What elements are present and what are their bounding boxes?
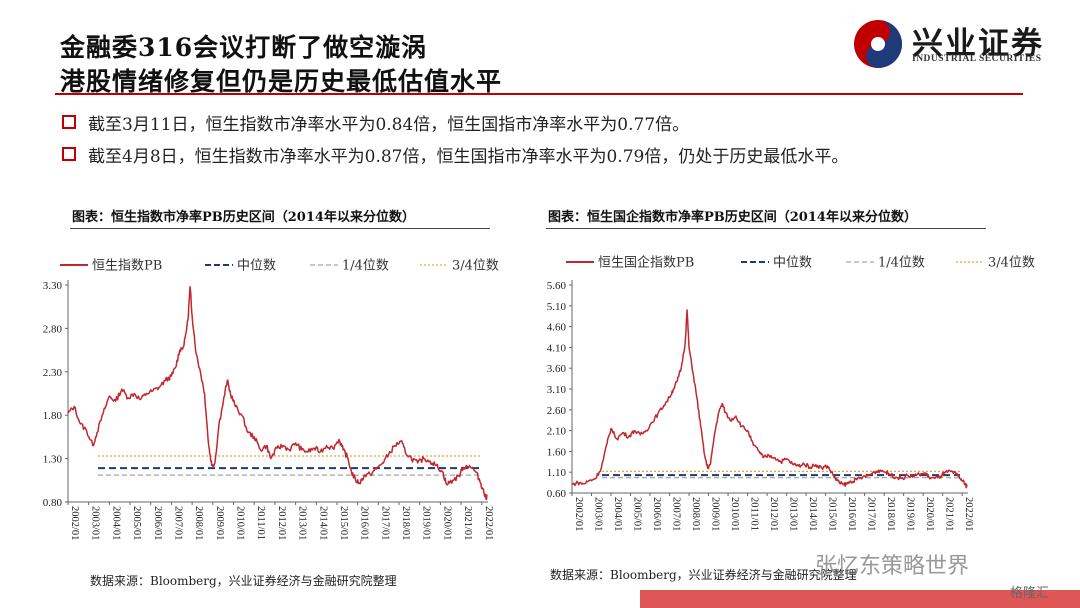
bullet-item: 截至3月11日，恒生指数市净率水平为0.84倍，恒生国指市净率水平为0.77倍。	[62, 110, 689, 135]
x-tick-label: 2017/01	[866, 497, 877, 531]
y-tick-label: 2.80	[43, 323, 63, 335]
y-tick-label: 2.10	[547, 426, 567, 438]
x-tick-label: 2008/01	[193, 506, 204, 540]
legend-label: 1/4位数	[878, 256, 925, 271]
chart-title-hscei: 图表：恒生国企指数市净率PB历史区间（2014年以来分位数）	[548, 210, 917, 225]
y-tick-label: 0.80	[43, 497, 63, 509]
y-tick-label: 3.30	[43, 280, 63, 292]
x-tick-label: 2002/01	[69, 506, 80, 540]
x-tick-label: 2004/01	[612, 497, 623, 531]
legend-label: 1/4位数	[342, 259, 389, 274]
chart-hscei: 0.60 1.10 1.60 2.10 2.60 3.10 3.60 4.10 4.60 5.10…	[547, 255, 1035, 532]
x-tick-label: 2004/01	[110, 506, 121, 540]
page-title-line1: 金融委316会议打断了做空漩涡	[60, 33, 428, 62]
x-tick-label: 2007/01	[671, 497, 682, 531]
logo-emblem-icon	[854, 20, 902, 68]
x-tick-label: 2011/01	[749, 497, 760, 531]
x-tick-label: 2020/01	[924, 497, 935, 531]
x-tick-label: 2022/01	[483, 506, 494, 540]
page-title-line2: 港股情绪修复但仍是历史最低估值水平	[60, 67, 503, 96]
x-tick-label: 2016/01	[846, 497, 857, 531]
bullet-square-icon	[62, 115, 76, 129]
legend-label: 3/4位数	[452, 259, 499, 274]
y-tick-label: 0.60	[547, 488, 567, 500]
y-tick-label: 4.10	[547, 342, 567, 354]
x-tick-label: 2013/01	[297, 506, 308, 540]
x-tick-label: 2014/01	[807, 497, 818, 531]
x-tick-label: 2012/01	[768, 497, 779, 531]
x-tick-label: 2021/01	[462, 506, 473, 540]
y-tick-label: 1.30	[43, 454, 63, 466]
legend-label: 3/4位数	[988, 256, 1035, 271]
logo-name-en: INDUSTRIAL SECURITIES	[912, 54, 1042, 64]
x-tick-label: 2010/01	[235, 506, 246, 540]
y-tick-label: 3.60	[547, 363, 567, 375]
y-tick-label: 1.80	[43, 410, 63, 422]
x-tick-label: 2003/01	[90, 506, 101, 540]
y-tick-label: 5.60	[547, 280, 567, 292]
x-tick-label: 2009/01	[710, 497, 721, 531]
x-tick-label: 2018/01	[885, 497, 896, 531]
source-note-right: 数据来源：Bloomberg，兴业证券经济与金融研究院整理	[550, 568, 857, 582]
x-tick-label: 2021/01	[944, 497, 955, 531]
y-tick-label: 2.30	[43, 367, 63, 379]
x-tick-label: 2006/01	[152, 506, 163, 540]
legend-label: 中位数	[773, 256, 812, 271]
bullet-text: 截至4月8日，恒生指数市净率水平为0.87倍，恒生国指市净率水平为0.79倍，仍…	[88, 147, 849, 167]
x-tick-label: 2011/01	[255, 506, 266, 540]
x-tick-label: 2022/01	[963, 497, 974, 531]
x-tick-label: 2018/01	[400, 506, 411, 540]
footer-band	[640, 590, 1080, 608]
legend-label: 恒生国企指数PB	[598, 255, 694, 271]
x-tick-label: 2010/01	[729, 497, 740, 531]
header-divider	[55, 93, 1023, 95]
y-tick-label: 1.10	[547, 467, 567, 479]
x-tick-label: 2008/01	[690, 497, 701, 531]
y-tick-label: 2.60	[547, 405, 567, 417]
x-tick-label: 2016/01	[359, 506, 370, 540]
chart-title-divider	[70, 228, 490, 229]
x-tick-label: 2009/01	[214, 506, 225, 540]
y-tick-label: 1.60	[547, 446, 567, 458]
company-logo: 兴业证券 INDUSTRIAL SECURITIES	[852, 18, 1067, 68]
y-tick-label: 4.60	[547, 322, 567, 334]
x-tick-label: 2019/01	[905, 497, 916, 531]
x-tick-label: 2015/01	[338, 506, 349, 540]
y-tick-label: 5.10	[547, 301, 567, 313]
x-tick-label: 2020/01	[441, 506, 452, 540]
logo-name-cn: 兴业证券	[912, 26, 1044, 62]
x-tick-label: 2017/01	[379, 506, 390, 540]
bullet-square-icon	[62, 147, 76, 161]
watermark-logo-text: 格隆汇	[1010, 586, 1050, 601]
watermark-text: 张忆东策略世界	[815, 554, 970, 579]
x-tick-label: 2003/01	[593, 497, 604, 531]
legend-label: 恒生指数PB	[92, 259, 162, 274]
x-tick-label: 2012/01	[276, 506, 287, 540]
x-tick-label: 2007/01	[172, 506, 183, 540]
x-tick-label: 2013/01	[788, 497, 799, 531]
x-tick-label: 2005/01	[632, 497, 643, 531]
chart-hsi: 0.80 1.30 1.80 2.30 2.80 3.30 2002/01 2003/01 20…	[43, 259, 499, 541]
x-tick-label: 2014/01	[317, 506, 328, 540]
pb-series-line	[571, 309, 968, 489]
bullet-text: 截至3月11日，恒生指数市净率水平为0.84倍，恒生国指市净率水平为0.77倍。	[88, 115, 690, 135]
source-note-left: 数据来源：Bloomberg，兴业证券经济与金融研究院整理	[90, 574, 397, 588]
chart-title-hsi: 图表：恒生指数市净率PB历史区间（2014年以来分位数）	[72, 210, 415, 225]
x-tick-label: 2015/01	[827, 497, 838, 531]
bullet-item: 截至4月8日，恒生指数市净率水平为0.87倍，恒生国指市净率水平为0.79倍，仍…	[62, 142, 848, 167]
x-tick-label: 2006/01	[651, 497, 662, 531]
pb-series-line	[67, 285, 488, 501]
chart-title-divider	[546, 228, 986, 229]
y-tick-label: 3.10	[547, 384, 567, 396]
x-tick-label: 2005/01	[131, 506, 142, 540]
x-tick-label: 2019/01	[421, 506, 432, 540]
x-tick-label: 2002/01	[573, 497, 584, 531]
legend-label: 中位数	[237, 259, 276, 274]
